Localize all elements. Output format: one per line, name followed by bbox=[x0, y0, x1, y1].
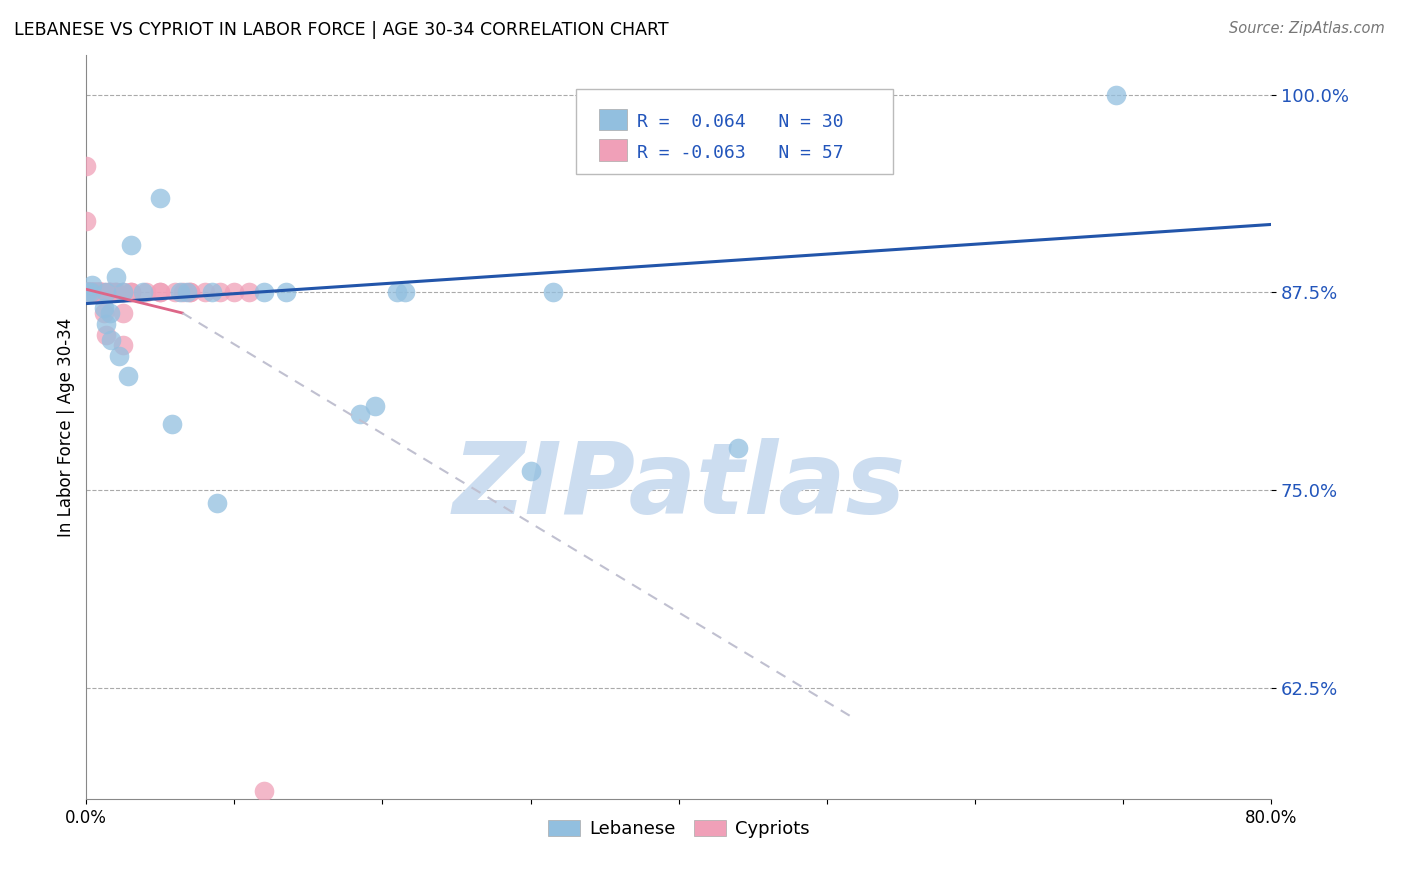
Text: R = -0.063   N = 57: R = -0.063 N = 57 bbox=[637, 144, 844, 161]
Point bbox=[1104, 87, 1126, 102]
Point bbox=[104, 269, 127, 284]
Point bbox=[89, 285, 111, 300]
Point bbox=[76, 285, 98, 300]
Point bbox=[364, 400, 387, 414]
Point bbox=[75, 285, 97, 300]
Point bbox=[94, 317, 117, 331]
Point bbox=[112, 337, 135, 351]
Point bbox=[208, 285, 231, 300]
Legend: Lebanese, Cypriots: Lebanese, Cypriots bbox=[540, 813, 817, 846]
Point bbox=[165, 285, 187, 300]
Point bbox=[97, 285, 120, 300]
Point bbox=[80, 285, 103, 300]
Point bbox=[84, 285, 107, 300]
Point bbox=[394, 285, 416, 300]
Point bbox=[727, 441, 749, 455]
Point bbox=[93, 285, 115, 300]
Point bbox=[104, 285, 127, 300]
Point bbox=[387, 285, 409, 300]
Point bbox=[89, 285, 111, 300]
Point bbox=[541, 285, 564, 300]
Point bbox=[120, 285, 142, 300]
Text: ZIPatlas: ZIPatlas bbox=[453, 438, 905, 535]
Point bbox=[253, 784, 276, 798]
Point bbox=[201, 285, 224, 300]
Point bbox=[104, 285, 127, 300]
Point bbox=[349, 407, 371, 421]
Point bbox=[276, 285, 298, 300]
Point bbox=[519, 464, 541, 478]
Point bbox=[87, 285, 110, 300]
Point bbox=[77, 285, 100, 300]
Point bbox=[112, 285, 135, 300]
Point bbox=[253, 285, 276, 300]
Point bbox=[86, 285, 108, 300]
Point bbox=[172, 285, 194, 300]
Point bbox=[77, 285, 100, 300]
Point bbox=[93, 306, 115, 320]
Point bbox=[90, 285, 112, 300]
Point bbox=[112, 306, 135, 320]
Point bbox=[112, 285, 135, 300]
Point bbox=[83, 285, 105, 300]
Point bbox=[87, 285, 110, 300]
Point bbox=[90, 285, 112, 300]
Point bbox=[135, 285, 157, 300]
Point bbox=[205, 496, 228, 510]
Point bbox=[93, 301, 115, 316]
Point bbox=[224, 285, 246, 300]
Point bbox=[80, 285, 103, 300]
Point bbox=[94, 328, 117, 343]
Point bbox=[169, 285, 191, 300]
Point bbox=[149, 285, 172, 300]
Point bbox=[76, 285, 98, 300]
Point bbox=[131, 285, 153, 300]
Point bbox=[82, 285, 104, 300]
Point bbox=[76, 285, 98, 300]
Point bbox=[83, 285, 105, 300]
Point bbox=[179, 285, 201, 300]
Point bbox=[90, 285, 112, 300]
Point bbox=[82, 285, 104, 300]
Point bbox=[80, 285, 103, 300]
Text: LEBANESE VS CYPRIOT IN LABOR FORCE | AGE 30-34 CORRELATION CHART: LEBANESE VS CYPRIOT IN LABOR FORCE | AGE… bbox=[14, 21, 669, 38]
Point bbox=[238, 285, 260, 300]
Point bbox=[84, 285, 107, 300]
Point bbox=[120, 285, 142, 300]
Point bbox=[75, 159, 97, 173]
Point bbox=[101, 285, 124, 300]
Point bbox=[94, 285, 117, 300]
Point bbox=[97, 285, 120, 300]
Point bbox=[179, 285, 201, 300]
Point bbox=[194, 285, 217, 300]
Point bbox=[98, 306, 121, 320]
Y-axis label: In Labor Force | Age 30-34: In Labor Force | Age 30-34 bbox=[58, 318, 75, 537]
Point bbox=[87, 285, 110, 300]
Point bbox=[160, 417, 183, 431]
Text: R =  0.064   N = 30: R = 0.064 N = 30 bbox=[637, 113, 844, 131]
Point bbox=[176, 285, 198, 300]
Point bbox=[149, 190, 172, 204]
Point bbox=[108, 349, 131, 363]
Point bbox=[100, 333, 122, 347]
Point bbox=[86, 285, 108, 300]
Point bbox=[120, 238, 142, 252]
Point bbox=[80, 285, 103, 300]
Point bbox=[75, 285, 97, 300]
Point bbox=[82, 277, 104, 292]
Point bbox=[149, 285, 172, 300]
Point bbox=[75, 285, 97, 300]
Point bbox=[83, 285, 105, 300]
Point bbox=[76, 285, 98, 300]
Point bbox=[75, 214, 97, 228]
Point bbox=[98, 285, 121, 300]
Text: Source: ZipAtlas.com: Source: ZipAtlas.com bbox=[1229, 21, 1385, 36]
Point bbox=[117, 369, 139, 384]
Point bbox=[77, 285, 100, 300]
